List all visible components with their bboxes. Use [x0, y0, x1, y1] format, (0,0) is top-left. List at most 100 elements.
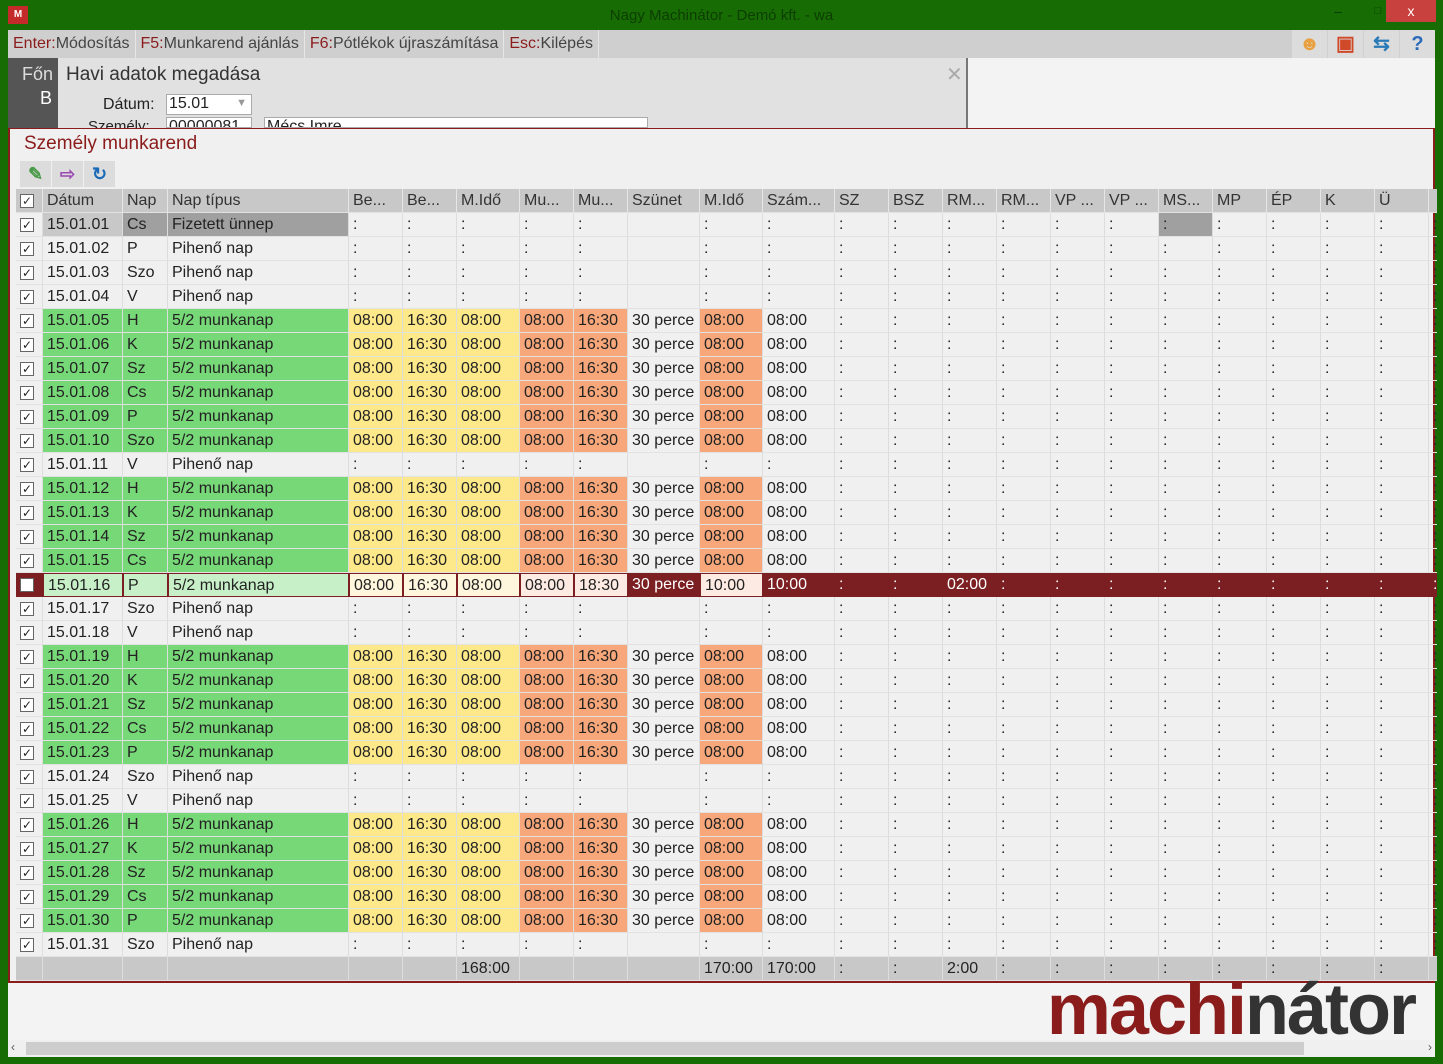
- checkbox[interactable]: ✓: [20, 314, 34, 328]
- value-cell-mu[interactable]: 08:00: [520, 381, 574, 405]
- value-cell-rm[interactable]: 02:00: [943, 573, 997, 597]
- value-cell-rm[interactable]: :: [997, 477, 1051, 501]
- date-cell[interactable]: 15.01.29: [43, 885, 123, 909]
- row-checkbox-cell[interactable]: ✓: [16, 909, 43, 933]
- value-cell-mu[interactable]: 08:00: [520, 525, 574, 549]
- value-cell-be[interactable]: 08:00: [349, 645, 403, 669]
- value-cell-bsz[interactable]: :: [889, 477, 943, 501]
- value-cell-ms[interactable]: :: [1159, 813, 1213, 837]
- value-cell-p[interactable]: :: [1267, 885, 1321, 909]
- value-cell-mu[interactable]: 16:30: [574, 309, 628, 333]
- value-cell-szm[interactable]: :: [763, 453, 835, 477]
- value-cell-rm[interactable]: :: [943, 333, 997, 357]
- value-cell-k[interactable]: :: [1321, 237, 1375, 261]
- date-cell[interactable]: 15.01.21: [43, 693, 123, 717]
- value-cell-mu[interactable]: 16:30: [574, 861, 628, 885]
- value-cell-rm[interactable]: :: [943, 501, 997, 525]
- value-cell-p[interactable]: :: [1267, 741, 1321, 765]
- value-cell-[interactable]: :: [1375, 477, 1429, 501]
- day-cell[interactable]: Sz: [123, 861, 168, 885]
- value-cell-mu[interactable]: :: [574, 621, 628, 645]
- value-cell-mu[interactable]: 08:00: [520, 741, 574, 765]
- value-cell-bsz[interactable]: :: [889, 285, 943, 309]
- value-cell-mu[interactable]: 08:00: [520, 645, 574, 669]
- value-cell-sz[interactable]: :: [835, 525, 889, 549]
- value-cell-sznet[interactable]: 30 perce: [628, 645, 700, 669]
- value-cell-k[interactable]: :: [1321, 789, 1375, 813]
- day-type-cell[interactable]: 5/2 munkanap: [168, 477, 349, 501]
- date-cell[interactable]: 15.01.09: [43, 405, 123, 429]
- date-cell[interactable]: 15.01.15: [43, 549, 123, 573]
- value-cell-be[interactable]: 16:30: [403, 573, 457, 597]
- value-cell-ms[interactable]: :: [1159, 453, 1213, 477]
- row-checkbox-cell[interactable]: ✓: [16, 357, 43, 381]
- value-cell-[interactable]: :: [1375, 429, 1429, 453]
- value-cell-rm[interactable]: :: [997, 933, 1051, 957]
- row-checkbox-cell[interactable]: ✓: [16, 837, 43, 861]
- value-cell-be[interactable]: :: [403, 285, 457, 309]
- value-cell-mu[interactable]: :: [520, 285, 574, 309]
- value-cell-mid[interactable]: 08:00: [700, 405, 763, 429]
- value-cell-bsz[interactable]: :: [889, 381, 943, 405]
- table-row[interactable]: ✓ 15.01.28 Sz 5/2 munkanap 08:00 16:30 08:00 08…: [16, 861, 1437, 885]
- checkbox[interactable]: ✓: [20, 746, 34, 760]
- value-cell-mid[interactable]: 08:00: [457, 909, 520, 933]
- value-cell-mp[interactable]: :: [1213, 789, 1267, 813]
- value-cell-mid[interactable]: 08:00: [457, 669, 520, 693]
- value-cell-mid[interactable]: 08:00: [700, 477, 763, 501]
- value-cell-k[interactable]: :: [1321, 573, 1375, 597]
- value-cell[interactable]: :: [1429, 333, 1437, 357]
- value-cell-mid[interactable]: 08:00: [700, 357, 763, 381]
- column-header[interactable]: Szám...: [763, 189, 835, 213]
- day-cell[interactable]: H: [123, 813, 168, 837]
- day-type-cell[interactable]: 5/2 munkanap: [168, 405, 349, 429]
- checkbox[interactable]: ✓: [20, 506, 34, 520]
- value-cell-[interactable]: :: [1375, 525, 1429, 549]
- day-cell[interactable]: Sz: [123, 525, 168, 549]
- value-cell-sz[interactable]: :: [835, 621, 889, 645]
- value-cell-k[interactable]: :: [1321, 717, 1375, 741]
- value-cell-rm[interactable]: :: [943, 309, 997, 333]
- value-cell-k[interactable]: :: [1321, 837, 1375, 861]
- value-cell-be[interactable]: 08:00: [349, 741, 403, 765]
- value-cell-mid[interactable]: :: [457, 285, 520, 309]
- value-cell-ms[interactable]: :: [1159, 741, 1213, 765]
- value-cell-[interactable]: :: [1375, 741, 1429, 765]
- table-row[interactable]: ✓ 15.01.08 Cs 5/2 munkanap 08:00 16:30 08:00 08…: [16, 381, 1437, 405]
- value-cell-szm[interactable]: :: [763, 285, 835, 309]
- value-cell-mu[interactable]: 08:00: [520, 837, 574, 861]
- value-cell-bsz[interactable]: :: [889, 693, 943, 717]
- value-cell-sz[interactable]: :: [835, 549, 889, 573]
- day-cell[interactable]: Szo: [123, 765, 168, 789]
- value-cell-mid[interactable]: 08:00: [700, 909, 763, 933]
- table-row[interactable]: ✓ 15.01.03 Szo Pihenő nap::::::::::::::::::…: [16, 261, 1437, 285]
- value-cell-[interactable]: :: [1375, 621, 1429, 645]
- value-cell-k[interactable]: :: [1321, 597, 1375, 621]
- value-cell[interactable]: :: [1429, 357, 1437, 381]
- value-cell-sz[interactable]: :: [835, 501, 889, 525]
- value-cell-[interactable]: :: [1375, 309, 1429, 333]
- date-cell[interactable]: 15.01.04: [43, 285, 123, 309]
- value-cell-vp[interactable]: :: [1105, 453, 1159, 477]
- value-cell-mu[interactable]: :: [520, 765, 574, 789]
- value-cell-szm[interactable]: :: [763, 621, 835, 645]
- value-cell-vp[interactable]: :: [1051, 933, 1105, 957]
- day-type-cell[interactable]: Pihenő nap: [168, 453, 349, 477]
- value-cell-vp[interactable]: :: [1105, 549, 1159, 573]
- row-checkbox-cell[interactable]: ✓: [16, 525, 43, 549]
- value-cell-be[interactable]: :: [403, 453, 457, 477]
- day-cell[interactable]: H: [123, 645, 168, 669]
- value-cell-mu[interactable]: 08:00: [520, 813, 574, 837]
- value-cell[interactable]: :: [1429, 885, 1437, 909]
- value-cell-mid[interactable]: 08:00: [700, 381, 763, 405]
- date-cell[interactable]: 15.01.14: [43, 525, 123, 549]
- row-checkbox-cell[interactable]: ✓: [16, 381, 43, 405]
- table-row[interactable]: ✓ 15.01.22 Cs 5/2 munkanap 08:00 16:30 08:00 08…: [16, 717, 1437, 741]
- value-cell-rm[interactable]: :: [997, 501, 1051, 525]
- date-cell[interactable]: 15.01.17: [43, 597, 123, 621]
- value-cell-mid[interactable]: 08:00: [457, 837, 520, 861]
- value-cell-sznet[interactable]: 30 perce: [628, 669, 700, 693]
- value-cell-be[interactable]: 08:00: [349, 309, 403, 333]
